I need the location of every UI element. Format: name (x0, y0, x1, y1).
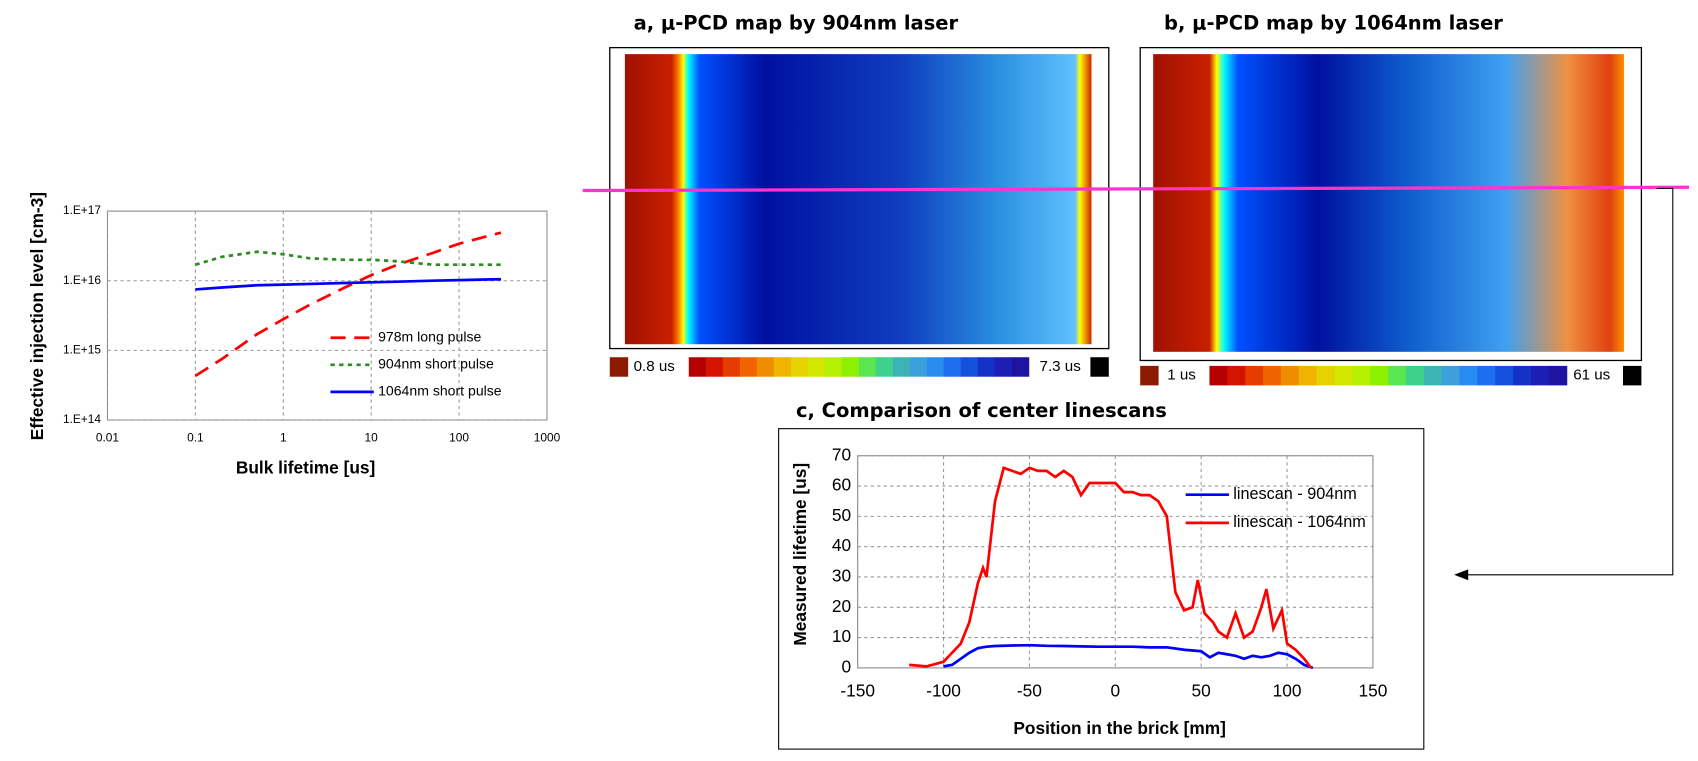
map-image (624, 54, 1092, 345)
colorbar-swatch (1370, 365, 1389, 386)
colorbar-swatch (807, 357, 826, 377)
colorbar-swatch (1227, 365, 1246, 386)
colorbar-swatch (1530, 365, 1550, 386)
x-tick-label: -50 (1017, 680, 1042, 700)
map-title: b, μ-PCD map by 1064nm laser (1164, 11, 1503, 34)
colorbar-swatch (977, 357, 996, 377)
y-tick-label: 50 (832, 505, 851, 525)
colorbar-swatch (1334, 365, 1353, 386)
x-tick-label: 0.01 (96, 431, 120, 445)
series-line (909, 466, 1313, 669)
colorbar-swatch (858, 357, 877, 377)
colorbar-max-label: 61 us (1573, 367, 1610, 384)
colorbar-swatch (1548, 365, 1568, 386)
colorbar-swatch (1441, 365, 1461, 386)
chart-frame (778, 428, 1425, 750)
colorbar-swatch (705, 357, 724, 377)
colorbar-swatch (1316, 365, 1336, 386)
colorbar-swatch (1298, 365, 1318, 386)
x-tick-label: -100 (926, 680, 961, 700)
colorbar-swatch (1209, 365, 1228, 386)
y-tick-label: 1.E+14 (63, 412, 101, 426)
y-tick-label: 0 (842, 656, 852, 676)
y-tick-label: 60 (832, 475, 851, 495)
colorbar-swatch (1388, 365, 1407, 386)
colorbar-swatch (943, 357, 962, 377)
scan-line (582, 185, 1690, 193)
colorbar-swatch (739, 357, 758, 377)
colorbar-swatch (960, 357, 979, 377)
legend-label: linescan - 904nm (1233, 485, 1357, 503)
colorbar-swatch (1280, 365, 1300, 386)
y-tick-label: 20 (832, 596, 851, 616)
colorbar-swatch (1352, 365, 1371, 386)
x-tick-label: 10 (365, 431, 379, 445)
arrow-head (1454, 569, 1469, 581)
y-tick-label: 1.E+15 (63, 343, 101, 357)
legend-label: 978m long pulse (378, 328, 481, 344)
x-tick-label: 100 (449, 431, 469, 445)
colorbar-swatch (773, 357, 792, 377)
colorbar-swatch (1245, 365, 1264, 386)
x-tick-label: 150 (1358, 680, 1387, 700)
y-tick-label: 40 (832, 535, 851, 555)
colorbar-swatch (790, 357, 809, 377)
y-tick-label: 10 (832, 626, 851, 646)
colorbar-swatch (841, 357, 860, 377)
legend-label: linescan - 1064nm (1233, 513, 1366, 531)
colorbar-swatch (1477, 365, 1496, 386)
colorbar-swatch (909, 357, 928, 377)
colorbar-min (1140, 365, 1159, 386)
legend-label: 904nm short pulse (378, 356, 494, 372)
colorbar-swatch (1263, 365, 1282, 386)
connector (1467, 187, 1674, 576)
colorbar-swatch (688, 357, 707, 377)
colorbar-swatch (875, 357, 894, 377)
series-line (195, 250, 501, 267)
y-tick-label: 1.E+16 (63, 273, 101, 287)
map-frame (609, 46, 1110, 350)
colorbar-min-label: 0.8 us (634, 358, 676, 375)
series-line (943, 643, 1314, 670)
y-tick-label: 70 (832, 444, 851, 464)
x-axis-label: Bulk lifetime [us] (236, 457, 375, 477)
legend-label: 1064nm short pulse (378, 383, 502, 399)
map-image (1153, 54, 1625, 352)
colorbar-swatch (892, 357, 911, 377)
x-tick-label: 0 (1110, 680, 1120, 700)
y-axis-label: Effective injection level [cm-3] (27, 192, 47, 440)
colorbar-swatch (1011, 357, 1030, 377)
colorbar-swatch (756, 357, 775, 377)
chart-title: c, Comparison of center linescans (796, 399, 1167, 422)
x-tick-label: -150 (840, 680, 875, 700)
x-tick-label: 100 (1273, 680, 1302, 700)
colorbar-swatch (994, 357, 1013, 377)
y-tick-label: 1.E+17 (63, 203, 101, 217)
x-tick-label: 1 (280, 431, 287, 445)
y-axis-label: Measured lifetime [us] (790, 463, 810, 646)
colorbar-swatch (926, 357, 945, 377)
series-line (195, 277, 501, 291)
colorbar-min (609, 357, 629, 377)
colorbar-max (1622, 365, 1642, 386)
x-tick-label: 0.1 (187, 431, 204, 445)
colorbar-swatch (1405, 365, 1425, 386)
colorbar-swatch (1459, 365, 1478, 386)
colorbar-swatch (1423, 365, 1443, 386)
colorbar-swatch (824, 357, 843, 377)
y-tick-label: 30 (832, 566, 851, 586)
colorbar-swatch (1513, 365, 1532, 386)
colorbar-max (1090, 357, 1109, 377)
x-tick-label: 1000 (534, 431, 561, 445)
colorbar-swatch (722, 357, 741, 377)
layout (582, 46, 1690, 750)
map-title: a, μ-PCD map by 904nm laser (634, 11, 959, 34)
x-axis-label: Position in the brick [mm] (1013, 718, 1226, 738)
map-frame (1139, 46, 1643, 362)
colorbar-max-label: 7.3 us (1040, 358, 1082, 375)
colorbar-swatch (1495, 365, 1514, 386)
colorbar-min-label: 1 us (1167, 367, 1196, 384)
x-tick-label: 50 (1192, 680, 1211, 700)
